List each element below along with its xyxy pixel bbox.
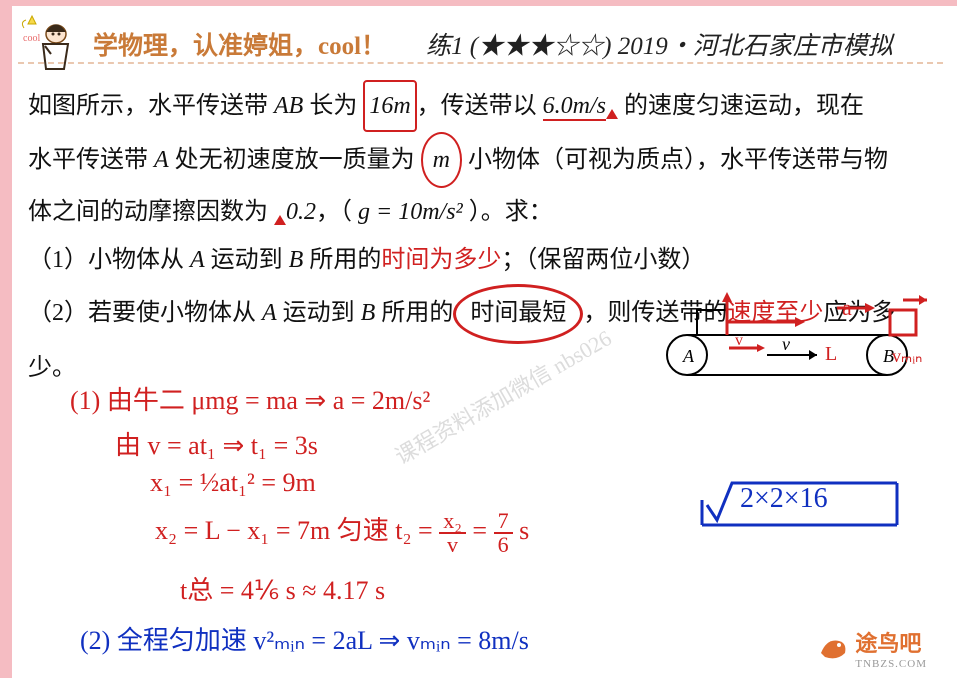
circled-shortest-time: 时间最短 [453,284,583,344]
header-divider [18,62,943,64]
label-vmin: vₘᵢₙ [892,346,922,366]
top-border [0,0,957,6]
conveyor-diagram: A B v a vₘᵢₙ v L [647,280,927,410]
speed-underlined: 6.0m/s [543,93,606,121]
var-AB: AB [274,93,303,119]
text: 小物体（可视为质点），水平传送带与物 [462,147,888,173]
mu-value: 0.2 [286,199,316,225]
text: ）。求： [463,199,553,225]
text: 运动到 [205,247,289,273]
exercise-title: 练1 (★★★☆☆) 2019・河北石家庄市模拟 [426,26,893,62]
text: 处无初速度放一质量为 [169,147,421,173]
label-A: A [682,346,695,366]
work-line-3: x₁ = ½at₁² = 9m [150,468,316,498]
work-line-2: 由 v = at₁ ⇒ t₁ = 3s [115,425,318,462]
text: 体之间的动摩擦因数为 [28,199,274,225]
left-border [0,0,12,678]
frac-n: 7 [494,510,513,534]
text: ；（保留两位小数） [501,247,705,273]
var-B: B [289,247,304,273]
sqrt-expression: 2×2×16 [702,475,902,538]
sqrt-content: 2×2×16 [740,483,828,515]
text: （2）若要使小物体从 [28,300,262,326]
text: 所用的 [375,300,453,326]
frac-n: x₂ [439,510,466,534]
g-value: g = 10m/s² [358,199,463,225]
text: x₂ = L − x₁ = 7m 匀速 t₂ = [155,516,439,545]
red-triangle-icon [274,215,286,225]
text: 的速度匀速运动，现在 [618,93,864,119]
logo-subtext: TNBZS.COM [855,658,927,670]
text: ，（ [316,199,358,225]
label-L: L [825,343,837,365]
text: 水平传送带 [28,147,154,173]
text: ，传送带以 [417,93,543,119]
circled-m: m [421,132,462,188]
var-A: A [190,247,205,273]
frac-d: 6 [494,534,513,556]
text: 如图所示，水平传送带 [28,93,274,119]
bird-icon [817,633,849,663]
label-red-v: v [735,332,743,349]
var-A: A [154,147,169,173]
highlight-time: 时间为多少 [381,247,501,273]
text: s [519,516,529,545]
work-line-1: (1) 由牛二 μmg = ma ⇒ a = 2m/s² [70,380,430,417]
work-line-6: (2) 全程匀加速 v²ₘᵢₙ = 2aL ⇒ vₘᵢₙ = 8m/s [80,620,529,657]
logo-text: 途鸟吧 [855,626,927,658]
work-line-5: t总 = 4⅙ s ≈ 4.17 s [180,570,385,607]
slogan: 学物理，认准婷姐，cool！ [93,26,386,62]
text: 运动到 [277,300,361,326]
work-line-4: x₂ = L − x₁ = 7m 匀速 t₂ = x₂v = 76 s [155,510,529,556]
svg-text:cool: cool [23,33,40,44]
header: cool 学物理，认准婷姐，cool！ 练1 (★★★☆☆) 2019・河北石家… [18,14,947,74]
label-v: v [782,334,790,354]
logo: 途鸟吧 TNBZS.COM [817,626,927,670]
text: （1）小物体从 [28,247,190,273]
text: 所用的 [303,247,381,273]
red-triangle-icon [606,109,618,119]
var-B: B [361,300,376,326]
var-A: A [262,300,277,326]
text: 少。 [28,355,76,381]
text: 长为 [303,93,363,119]
frac-d: v [439,534,466,556]
text: = [472,516,493,545]
boxed-length: 16m [363,80,416,132]
avatar-doodle: cool [18,14,88,74]
